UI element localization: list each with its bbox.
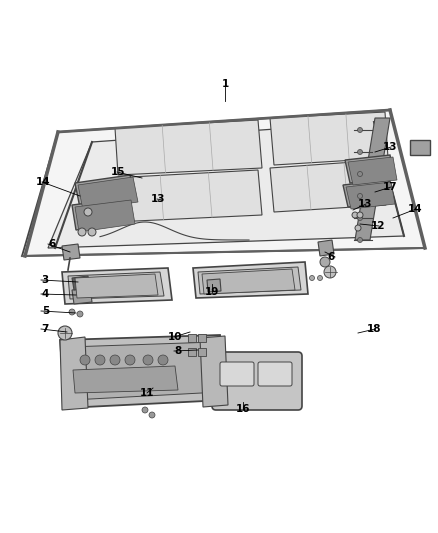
Circle shape <box>352 212 358 218</box>
Circle shape <box>357 215 363 221</box>
Polygon shape <box>75 175 135 208</box>
Text: 10: 10 <box>167 332 182 342</box>
FancyBboxPatch shape <box>220 362 254 386</box>
Polygon shape <box>60 337 88 410</box>
Polygon shape <box>78 177 138 210</box>
Polygon shape <box>75 274 158 298</box>
Text: 3: 3 <box>42 275 49 285</box>
Text: 1: 1 <box>221 79 229 89</box>
Polygon shape <box>112 170 262 222</box>
Text: 18: 18 <box>367 324 381 334</box>
Circle shape <box>95 355 105 365</box>
Circle shape <box>80 355 90 365</box>
Polygon shape <box>198 267 301 294</box>
Circle shape <box>58 326 72 340</box>
Polygon shape <box>200 336 228 407</box>
Polygon shape <box>62 268 172 304</box>
Circle shape <box>318 276 322 280</box>
Circle shape <box>357 149 363 155</box>
FancyBboxPatch shape <box>188 348 196 356</box>
Text: 13: 13 <box>383 142 398 152</box>
Circle shape <box>357 193 363 198</box>
Text: 16: 16 <box>236 404 250 414</box>
Circle shape <box>324 266 336 278</box>
Text: 13: 13 <box>151 194 165 204</box>
Polygon shape <box>318 240 334 256</box>
Circle shape <box>143 355 153 365</box>
Text: 14: 14 <box>35 177 50 187</box>
Text: 7: 7 <box>42 324 49 334</box>
FancyBboxPatch shape <box>212 352 302 410</box>
Circle shape <box>320 257 330 267</box>
Circle shape <box>357 172 363 176</box>
Polygon shape <box>270 112 388 165</box>
Circle shape <box>149 412 155 418</box>
Polygon shape <box>73 366 178 393</box>
FancyBboxPatch shape <box>198 334 206 342</box>
Polygon shape <box>355 118 390 240</box>
Polygon shape <box>343 180 392 207</box>
Text: 6: 6 <box>327 252 334 262</box>
Text: 19: 19 <box>205 287 219 297</box>
Text: 14: 14 <box>408 204 423 214</box>
Polygon shape <box>72 276 90 290</box>
FancyBboxPatch shape <box>258 362 292 386</box>
Polygon shape <box>60 335 225 408</box>
Polygon shape <box>348 157 397 185</box>
Circle shape <box>110 355 120 365</box>
Polygon shape <box>62 244 80 260</box>
Circle shape <box>310 276 314 280</box>
Circle shape <box>78 228 86 236</box>
Text: 12: 12 <box>371 221 385 231</box>
Polygon shape <box>202 269 295 294</box>
Circle shape <box>69 309 75 315</box>
Circle shape <box>125 355 135 365</box>
Polygon shape <box>346 182 395 209</box>
Text: 17: 17 <box>383 182 398 192</box>
FancyBboxPatch shape <box>188 334 196 342</box>
Circle shape <box>357 238 363 243</box>
Text: 5: 5 <box>42 306 49 316</box>
Polygon shape <box>22 110 425 256</box>
Polygon shape <box>68 272 164 299</box>
Text: 8: 8 <box>175 346 182 356</box>
Circle shape <box>158 355 168 365</box>
Circle shape <box>357 127 363 133</box>
Text: 6: 6 <box>49 239 56 249</box>
Circle shape <box>142 407 148 413</box>
Circle shape <box>355 225 361 231</box>
Circle shape <box>84 208 92 216</box>
Polygon shape <box>72 198 132 230</box>
Polygon shape <box>75 200 135 232</box>
Polygon shape <box>207 279 221 292</box>
FancyBboxPatch shape <box>198 348 206 356</box>
Polygon shape <box>270 160 386 212</box>
Polygon shape <box>48 122 404 248</box>
Circle shape <box>77 311 83 317</box>
Polygon shape <box>72 288 92 304</box>
Circle shape <box>88 228 96 236</box>
Polygon shape <box>115 120 262 175</box>
Text: 11: 11 <box>140 388 154 398</box>
Text: 15: 15 <box>110 167 125 177</box>
Polygon shape <box>193 262 308 298</box>
Polygon shape <box>68 342 220 400</box>
Text: 4: 4 <box>42 289 49 299</box>
Circle shape <box>357 212 363 218</box>
Polygon shape <box>410 140 430 155</box>
Polygon shape <box>345 155 394 183</box>
Text: 13: 13 <box>358 199 372 209</box>
